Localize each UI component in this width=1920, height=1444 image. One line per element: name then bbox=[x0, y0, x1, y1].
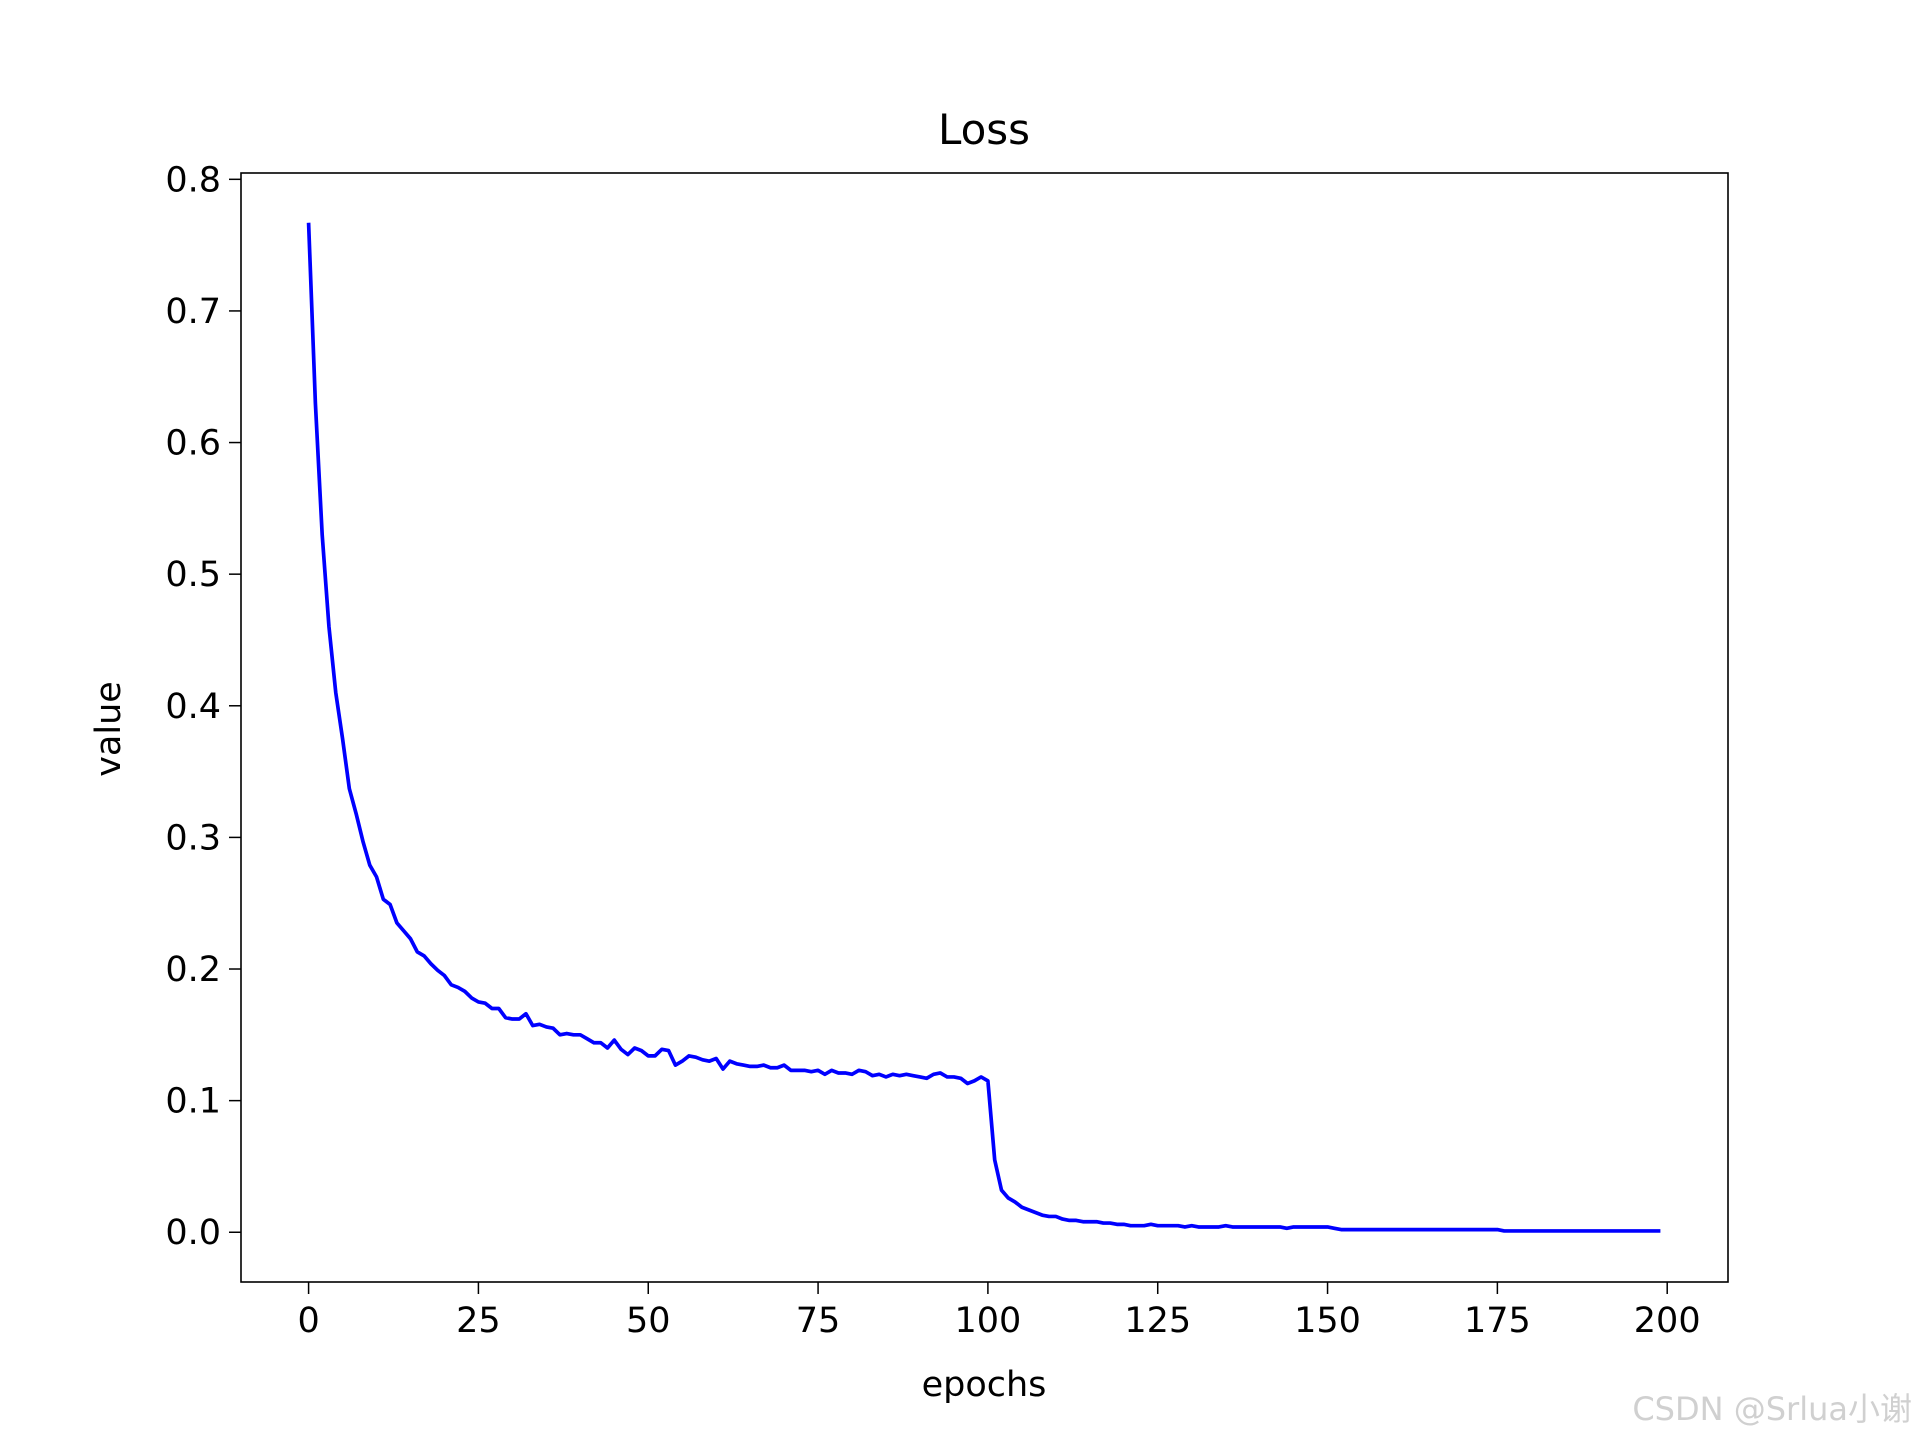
x-tick-label: 0 bbox=[297, 1301, 319, 1341]
x-tick-label: 200 bbox=[1634, 1301, 1701, 1341]
x-tick-label: 50 bbox=[626, 1301, 671, 1341]
y-tick-label: 0.1 bbox=[165, 1082, 221, 1122]
y-tick-label: 0.3 bbox=[165, 818, 221, 858]
y-tick-label: 0.4 bbox=[165, 687, 221, 727]
x-tick-label: 150 bbox=[1294, 1301, 1361, 1341]
x-tick-label: 25 bbox=[456, 1301, 501, 1341]
loss-line bbox=[306, 222, 1661, 1233]
x-axis-label: epochs bbox=[922, 1365, 1047, 1405]
y-tick-label: 0.6 bbox=[165, 424, 221, 464]
watermark: CSDN @Srlua小谢 bbox=[1632, 1390, 1912, 1428]
x-tick-label: 100 bbox=[954, 1301, 1021, 1341]
chart-title: Loss bbox=[938, 105, 1030, 154]
x-tick-label: 175 bbox=[1464, 1301, 1531, 1341]
y-tick-label: 0.2 bbox=[165, 950, 221, 990]
y-tick-label: 0.8 bbox=[165, 160, 221, 200]
y-tick-label: 0.7 bbox=[165, 292, 221, 332]
x-tick-label: 75 bbox=[796, 1301, 841, 1341]
axes-frame bbox=[240, 172, 1729, 1283]
y-tick-label: 0.0 bbox=[165, 1213, 221, 1253]
y-tick-label: 0.5 bbox=[165, 555, 221, 595]
x-tick-label: 125 bbox=[1124, 1301, 1191, 1341]
y-axis-label: value bbox=[89, 681, 129, 777]
